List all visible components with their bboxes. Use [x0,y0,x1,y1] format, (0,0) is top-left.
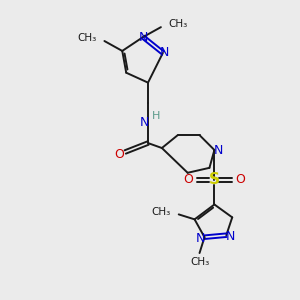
Text: O: O [114,148,124,161]
Text: O: O [235,173,245,186]
Text: N: N [138,31,148,44]
Text: O: O [184,173,194,186]
Text: H: H [152,111,160,121]
Text: S: S [209,172,220,187]
Text: CH₃: CH₃ [190,257,209,267]
Text: CH₃: CH₃ [77,33,97,43]
Text: CH₃: CH₃ [169,19,188,29]
Text: N: N [196,232,205,245]
Text: CH₃: CH₃ [152,207,171,218]
Text: N: N [160,46,170,59]
Text: N: N [214,143,223,157]
Text: N: N [140,116,149,129]
Text: N: N [226,230,235,243]
